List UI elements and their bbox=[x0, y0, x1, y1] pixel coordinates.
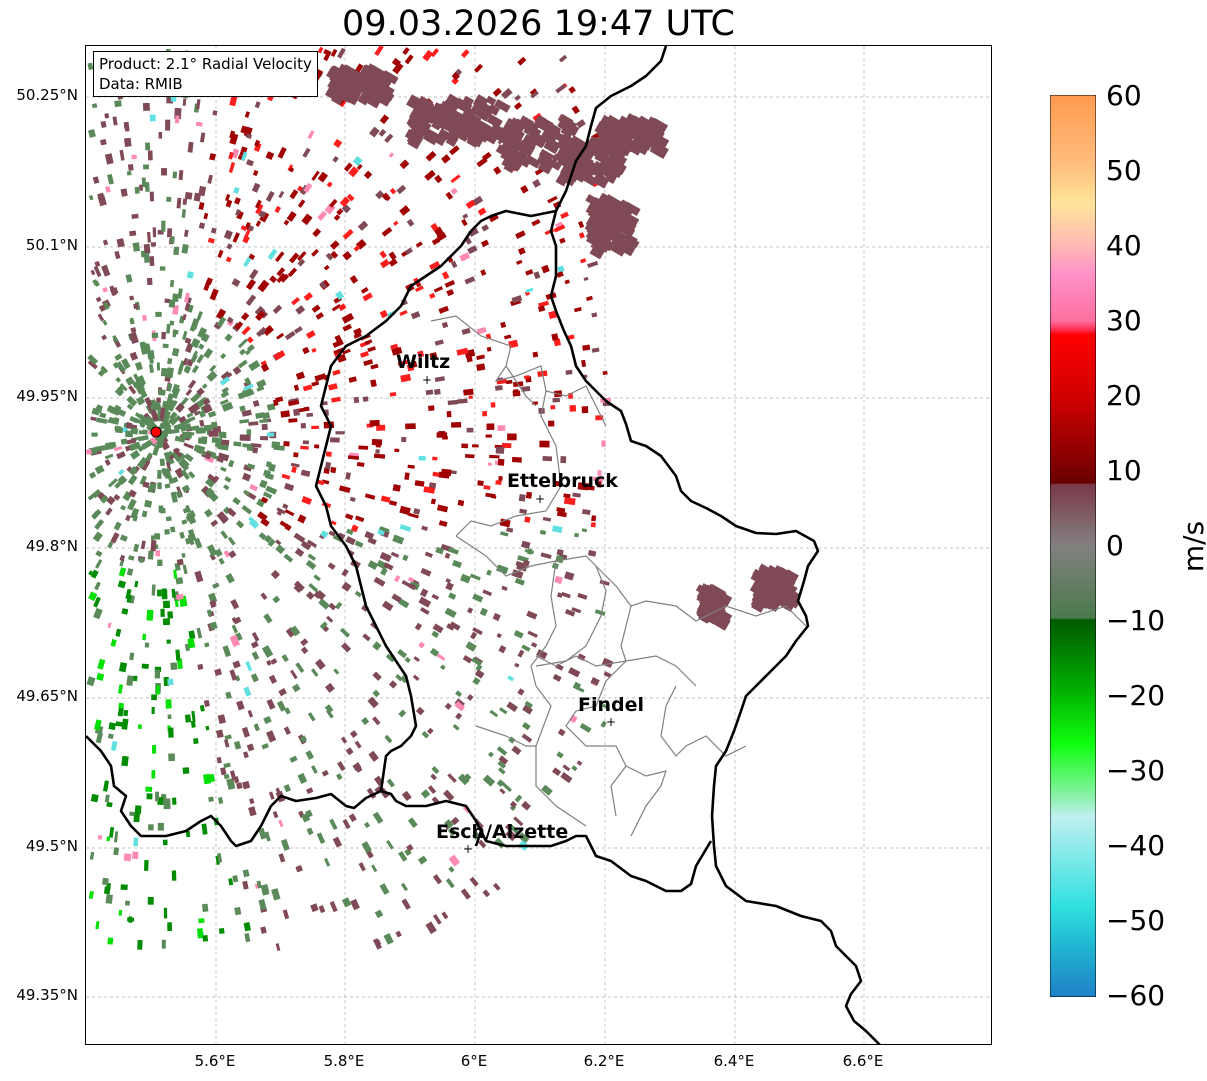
colorbar-tick: −50 bbox=[1106, 904, 1166, 937]
svg-text:+: + bbox=[463, 842, 473, 856]
map-canvas: + + + + bbox=[86, 46, 991, 1044]
gridlines bbox=[86, 46, 991, 1044]
colorbar-tick: −10 bbox=[1106, 604, 1166, 637]
x-tick-label: 6.6°E bbox=[842, 1052, 884, 1070]
y-tick-label: 50.25°N bbox=[16, 86, 78, 104]
colorbar-tick: −20 bbox=[1106, 679, 1166, 712]
city-label-wiltz: Wiltz bbox=[396, 351, 451, 373]
x-tick-label: 5.6°E bbox=[194, 1052, 236, 1070]
city-label-findel: Findel bbox=[578, 694, 645, 716]
city-label-esch: Esch/Alzette bbox=[436, 821, 569, 843]
colorbar-tick: 20 bbox=[1106, 379, 1142, 412]
x-tick-label: 6.2°E bbox=[583, 1052, 625, 1070]
colorbar bbox=[1050, 95, 1096, 997]
svg-text:+: + bbox=[535, 492, 545, 506]
y-tick-label: 49.5°N bbox=[25, 837, 78, 855]
x-tick-label: 6°E bbox=[460, 1052, 488, 1070]
city-label-ettelbruck: Ettelbruck bbox=[507, 470, 618, 492]
colorbar-unit-label: m/s bbox=[1177, 520, 1207, 573]
colorbar-tick: 50 bbox=[1106, 154, 1142, 187]
colorbar-tick: −40 bbox=[1106, 829, 1166, 862]
canton-borders bbox=[430, 315, 807, 837]
city-markers: + + + + bbox=[422, 373, 616, 856]
colorbar-tick: 60 bbox=[1106, 79, 1142, 112]
source-label: Data: RMIB bbox=[99, 75, 183, 93]
y-tick-label: 50.1°N bbox=[25, 236, 78, 254]
colorbar-tick: 30 bbox=[1106, 304, 1142, 337]
country-border bbox=[86, 46, 881, 1044]
colorbar-tick: −60 bbox=[1106, 979, 1166, 1012]
y-tick-label: 49.35°N bbox=[16, 986, 78, 1004]
radar-site-marker bbox=[150, 426, 162, 438]
map-title: 09.03.2026 19:47 UTC bbox=[342, 4, 735, 44]
colorbar-tick: −30 bbox=[1106, 754, 1166, 787]
colorbar-tick: 40 bbox=[1106, 229, 1142, 262]
y-tick-label: 49.95°N bbox=[16, 387, 78, 405]
svg-text:+: + bbox=[422, 373, 432, 387]
colorbar-tick: 10 bbox=[1106, 454, 1142, 487]
y-tick-label: 49.65°N bbox=[16, 687, 78, 705]
radar-echoes bbox=[86, 46, 801, 952]
svg-text:+: + bbox=[606, 715, 616, 729]
y-tick-label: 49.8°N bbox=[25, 537, 78, 555]
x-tick-label: 6.4°E bbox=[713, 1052, 755, 1070]
info-box: Product: 2.1° Radial Velocity Data: RMIB bbox=[93, 51, 318, 97]
radar-map[interactable]: + + + + bbox=[85, 45, 992, 1045]
product-label: Product: 2.1° Radial Velocity bbox=[99, 55, 312, 73]
x-tick-label: 5.8°E bbox=[323, 1052, 365, 1070]
colorbar-tick: 0 bbox=[1106, 529, 1124, 562]
